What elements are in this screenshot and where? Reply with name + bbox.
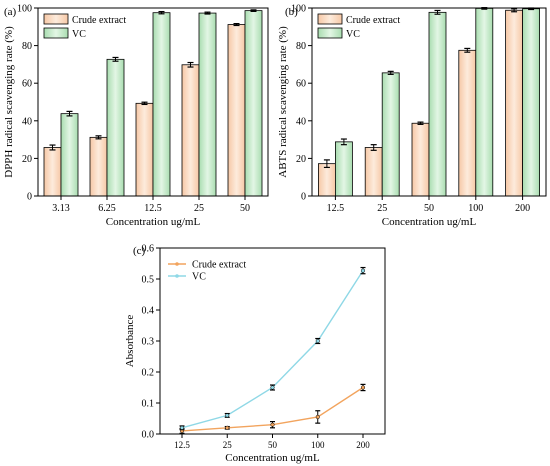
legend-label: VC: [192, 272, 206, 283]
plot-frame: [159, 247, 386, 435]
legend-label: VC: [72, 29, 86, 40]
x-tick-label: 25: [223, 440, 233, 450]
data-point-crude-extract: [270, 422, 275, 427]
y-tick-label: 80: [296, 41, 306, 52]
plot-frame: [311, 7, 547, 197]
panel-label: (b): [285, 6, 298, 18]
bar-crude-extract: [364, 147, 383, 197]
y-tick-label: 60: [296, 79, 306, 90]
y-tick-label: 0: [301, 192, 306, 203]
x-tick-label: 12.5: [144, 203, 162, 214]
y-tick-label: 40: [22, 116, 32, 127]
x-tick-label: 50: [424, 203, 434, 214]
data-point-crude-extract: [225, 425, 230, 430]
legend-label: Crude extract: [192, 260, 246, 271]
x-tick-label: 12.5: [174, 440, 190, 450]
legend-marker: [175, 262, 179, 266]
x-axis-label: Concentration ug/mL: [225, 452, 320, 464]
x-tick-label: 6.25: [98, 203, 116, 214]
bar-crude-extract: [505, 9, 524, 197]
x-axis-label: Concentration ug/mL: [382, 216, 477, 228]
panel-a-bar-chart: 0 20 40 60 80 100 3.13 6.25 12.5 25 50 Concentratio…: [3, 4, 269, 228]
y-tick-label: 60: [22, 79, 32, 90]
legend-swatch: [43, 27, 69, 39]
legend-label: Crude extract: [346, 15, 400, 26]
bar-vc: [381, 72, 400, 197]
panel-label: (c): [133, 245, 146, 257]
x-tick-label: 200: [515, 203, 530, 214]
y-tick-label: 0.5: [142, 275, 155, 286]
y-axis-label: DPPH radical scavenging rate (%): [3, 26, 15, 178]
y-tick-label: 20: [22, 154, 32, 165]
y-tick-label: 100: [17, 4, 32, 15]
y-tick-label: 0.3: [142, 337, 155, 348]
bar-crude-extract: [43, 147, 62, 197]
bar-vc: [428, 11, 447, 197]
x-tick-label: 100: [311, 440, 325, 450]
data-point-vc: [225, 413, 230, 418]
bar-vc: [244, 10, 263, 197]
x-tick-label: 25: [194, 203, 204, 214]
y-tick-label: 0.4: [142, 306, 155, 317]
data-point-vc: [179, 425, 185, 430]
x-tick-label: 25: [377, 203, 387, 214]
bar-vc: [334, 141, 353, 197]
bar-vc: [106, 58, 125, 197]
y-tick-label: 40: [296, 116, 306, 127]
bar-vc: [60, 113, 79, 197]
bar-vc: [522, 8, 540, 197]
bar-crude-extract: [181, 64, 200, 197]
bar-crude-extract: [89, 136, 108, 197]
data-point-crude-extract: [360, 385, 366, 390]
y-tick-label: 0.6: [142, 244, 155, 255]
y-axis-label: ABTS radical scavenging rate (%): [277, 26, 289, 178]
bar-vc: [475, 7, 494, 197]
y-tick-label: 0.0: [142, 430, 155, 441]
data-point-crude-extract: [315, 414, 320, 420]
legend-label: VC: [346, 29, 360, 40]
panel-c-line-chart: 0.0 0.1 0.2 0.3 0.4 0.5 0.6 12.5 25 50 100 200 Conce…: [124, 244, 386, 464]
bar-crude-extract: [227, 24, 246, 197]
data-point-vc: [315, 338, 320, 344]
legend-swatch: [317, 13, 343, 25]
y-tick-label: 0.2: [142, 368, 155, 379]
panel-b-bar-chart: 0 20 40 60 80 100 12.5 25 50 100 200 Concentration …: [277, 4, 547, 228]
x-tick-label: 50: [240, 203, 250, 214]
bar-crude-extract: [458, 49, 477, 197]
bar-vc: [198, 12, 217, 197]
plot-frame: [37, 7, 269, 197]
bar-crude-extract: [411, 122, 430, 197]
data-point-vc: [270, 385, 275, 390]
y-axis-label: Absorbance: [124, 315, 136, 368]
y-tick-label: 80: [22, 41, 32, 52]
y-tick-label: 0.1: [142, 399, 155, 410]
y-tick-label: 20: [296, 154, 306, 165]
x-tick-label: 3.13: [52, 203, 70, 214]
legend-label: Crude extract: [72, 15, 126, 26]
y-tick-label: 100: [291, 4, 306, 15]
legend-marker: [175, 274, 179, 278]
legend-swatch: [43, 13, 69, 25]
panel-label: (a): [4, 6, 17, 18]
y-tick-label: 0: [27, 192, 32, 203]
x-tick-label: 12.5: [327, 203, 345, 214]
x-axis-label: Concentration ug/mL: [106, 216, 201, 228]
x-tick-label: 50: [268, 440, 278, 450]
bar-crude-extract: [135, 102, 154, 197]
x-tick-label: 200: [356, 440, 370, 450]
legend-swatch: [317, 27, 343, 39]
bar-vc: [152, 12, 171, 197]
series-line-vc: [181, 270, 364, 429]
bar-crude-extract: [317, 163, 336, 197]
x-tick-label: 100: [468, 203, 483, 214]
data-point-vc: [360, 268, 366, 273]
